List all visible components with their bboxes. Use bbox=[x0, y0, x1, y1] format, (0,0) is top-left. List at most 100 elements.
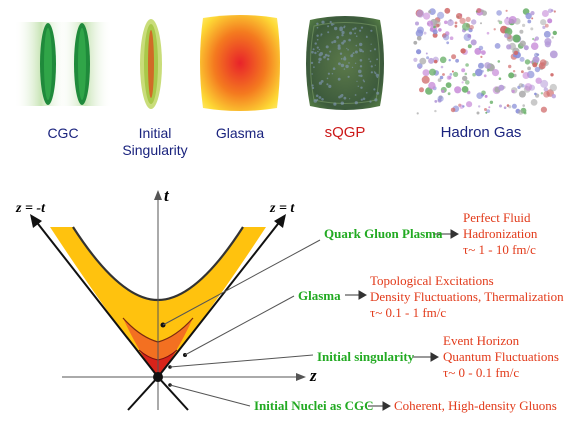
hadron-particle bbox=[540, 19, 547, 26]
qgp-speckle bbox=[362, 50, 364, 53]
hadron-particle bbox=[530, 27, 534, 31]
hadron-particle bbox=[522, 104, 525, 107]
qgp-speckle bbox=[313, 99, 318, 103]
hadron-particle bbox=[426, 56, 430, 60]
hadron-particle bbox=[471, 19, 477, 25]
hadron-particle bbox=[544, 41, 551, 48]
qgp-speckle bbox=[312, 86, 315, 90]
qgp-speckle bbox=[375, 73, 379, 77]
hadron-particle bbox=[472, 72, 476, 77]
qgp-speckle bbox=[355, 35, 358, 37]
qgp-speckle bbox=[360, 74, 363, 78]
hadron-particle bbox=[484, 94, 488, 98]
qgp-speckle bbox=[326, 58, 330, 61]
hadron-particle bbox=[549, 50, 558, 59]
qgp-speckle bbox=[318, 96, 322, 99]
qgp-speckle bbox=[316, 98, 319, 101]
qgp-speckle bbox=[365, 36, 368, 38]
hadron-particle bbox=[438, 28, 442, 32]
qgp-speckle bbox=[311, 50, 314, 54]
qgp-speckle bbox=[370, 29, 373, 32]
stage-label-sqgp: sQGP bbox=[324, 124, 366, 141]
phase-label-glasma: Glasma bbox=[298, 288, 341, 303]
hadron-particle bbox=[508, 16, 517, 24]
hadron-particle bbox=[454, 21, 458, 25]
hadron-particle bbox=[465, 16, 471, 22]
hadron-particle bbox=[551, 36, 554, 39]
hadron-particle bbox=[505, 9, 508, 12]
stage-label-singularity-line: Singularity bbox=[122, 142, 188, 158]
hadron-particle bbox=[416, 9, 425, 18]
hadron-particle bbox=[524, 83, 533, 91]
qgp-speckle bbox=[348, 38, 351, 42]
hadron-particle bbox=[496, 10, 502, 16]
hadron-gas-image bbox=[413, 7, 558, 115]
qgp-speckle bbox=[329, 50, 332, 53]
qgp-speckle bbox=[355, 44, 358, 47]
qgp-speckle bbox=[346, 47, 348, 50]
qgp-speckle bbox=[327, 72, 330, 75]
hadron-particle bbox=[446, 75, 452, 80]
hadron-particle bbox=[467, 44, 472, 49]
z-axis-label: z bbox=[310, 366, 317, 385]
hadron-particle bbox=[449, 73, 453, 76]
collision-point bbox=[153, 372, 163, 382]
qgp-speckle bbox=[347, 75, 350, 78]
hadron-particle bbox=[454, 24, 458, 28]
qgp-speckle bbox=[316, 38, 319, 41]
hadron-particle bbox=[522, 23, 526, 27]
hadron-particle bbox=[440, 65, 444, 69]
qgp-speckle bbox=[376, 91, 380, 95]
hadron-particle bbox=[506, 34, 510, 38]
qgp-speckle bbox=[345, 64, 349, 69]
qgp-speckle bbox=[313, 66, 315, 68]
hadron-particle bbox=[451, 70, 454, 73]
hadron-particle bbox=[497, 19, 500, 23]
hadron-particle bbox=[422, 69, 430, 77]
hadron-particle bbox=[497, 60, 501, 63]
hadron-particle bbox=[470, 39, 477, 46]
qgp-speckle bbox=[369, 60, 372, 63]
hadron-particle bbox=[433, 59, 438, 64]
qgp-speckle bbox=[359, 48, 361, 50]
hadron-particle bbox=[476, 92, 484, 99]
hadron-particle bbox=[532, 56, 540, 64]
hadron-particle bbox=[522, 72, 530, 79]
qgp-speckle bbox=[363, 80, 366, 83]
qgp-speckle bbox=[326, 54, 328, 56]
hadron-particle bbox=[426, 20, 434, 27]
qgp-speckle bbox=[341, 41, 345, 45]
hadron-particle bbox=[469, 25, 474, 30]
qgp-speckle bbox=[341, 94, 344, 96]
hadron-particle bbox=[533, 38, 537, 42]
qgp-speckle bbox=[333, 102, 337, 106]
qgp-speckle bbox=[351, 66, 354, 69]
hadron-particle bbox=[428, 10, 432, 14]
qgp-speckle bbox=[328, 84, 332, 88]
hadron-particle bbox=[437, 11, 445, 19]
hadron-particle bbox=[432, 29, 438, 35]
qgp-speckle bbox=[316, 46, 319, 49]
qgp-speckle bbox=[337, 77, 341, 81]
hadron-particle bbox=[462, 75, 468, 82]
qgp-speckle bbox=[362, 79, 365, 81]
qgp-speckle bbox=[370, 65, 373, 68]
hadron-particle bbox=[553, 10, 556, 13]
hadron-particle bbox=[449, 36, 454, 40]
hadron-particle bbox=[498, 77, 502, 80]
qgp-speckle bbox=[360, 86, 363, 89]
qgp-speckle bbox=[354, 50, 358, 54]
qgp-speckle bbox=[370, 43, 372, 45]
hadron-particle bbox=[439, 56, 447, 64]
qgp-speckle bbox=[312, 48, 315, 51]
qgp-speckle bbox=[321, 98, 324, 101]
hadron-particle bbox=[478, 62, 484, 69]
qgp-speckle bbox=[343, 96, 347, 100]
qgp-speckle bbox=[310, 61, 314, 65]
qgp-speckle bbox=[357, 85, 359, 88]
hadron-particle bbox=[448, 59, 451, 62]
hadron-particle bbox=[484, 62, 491, 69]
hadron-particle bbox=[540, 106, 548, 113]
lightcone-left-line bbox=[34, 219, 159, 378]
qgp-speckle bbox=[314, 42, 317, 45]
